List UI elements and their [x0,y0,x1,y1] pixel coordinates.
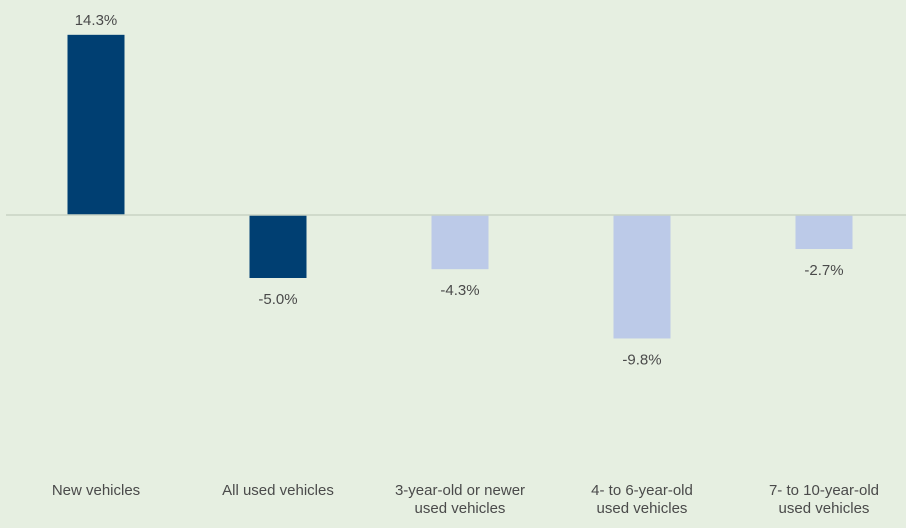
data-label-2: -5.0% [258,291,297,308]
bar-2 [249,215,307,278]
category-label-3: 3-year-old or newer used vehicles [394,482,526,517]
category-label-5: 7- to 10-year-old used vehicles [768,482,880,517]
data-label-4: -9.8% [622,351,661,368]
category-label-4: 4- to 6-year-old used vehicles [591,482,693,517]
category-label-1: New vehicles [51,482,141,499]
bar-5 [795,215,853,250]
data-label-3: -4.3% [440,282,479,299]
category-label-2: All used vehicles [222,482,334,499]
bar-3 [431,215,489,270]
data-label-1: 14.3% [75,12,118,29]
data-label-5: -2.7% [804,262,843,279]
bar-4 [613,215,671,339]
bar-1 [67,34,125,215]
